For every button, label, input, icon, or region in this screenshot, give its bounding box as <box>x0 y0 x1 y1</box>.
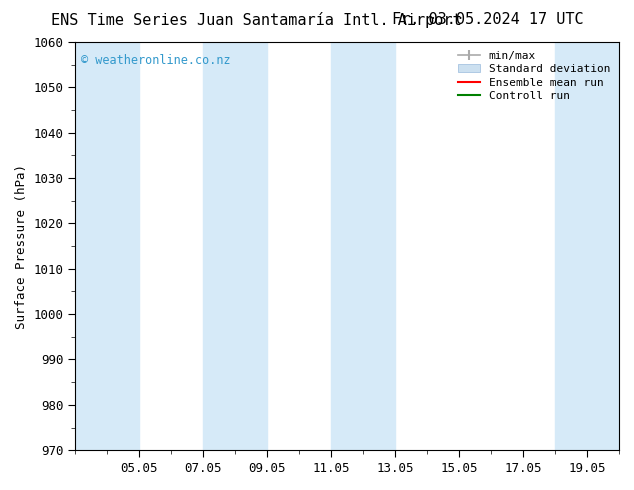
Bar <box>555 42 619 450</box>
Y-axis label: Surface Pressure (hPa): Surface Pressure (hPa) <box>15 164 28 329</box>
Bar <box>204 42 268 450</box>
Text: Fr. 03.05.2024 17 UTC: Fr. 03.05.2024 17 UTC <box>392 12 583 27</box>
Text: © weatheronline.co.nz: © weatheronline.co.nz <box>81 54 230 67</box>
Legend: min/max, Standard deviation, Ensemble mean run, Controll run: min/max, Standard deviation, Ensemble me… <box>454 48 614 104</box>
Text: ENS Time Series Juan Santamaría Intl. Airport: ENS Time Series Juan Santamaría Intl. Ai… <box>51 12 462 28</box>
Bar <box>75 42 139 450</box>
Bar <box>331 42 395 450</box>
